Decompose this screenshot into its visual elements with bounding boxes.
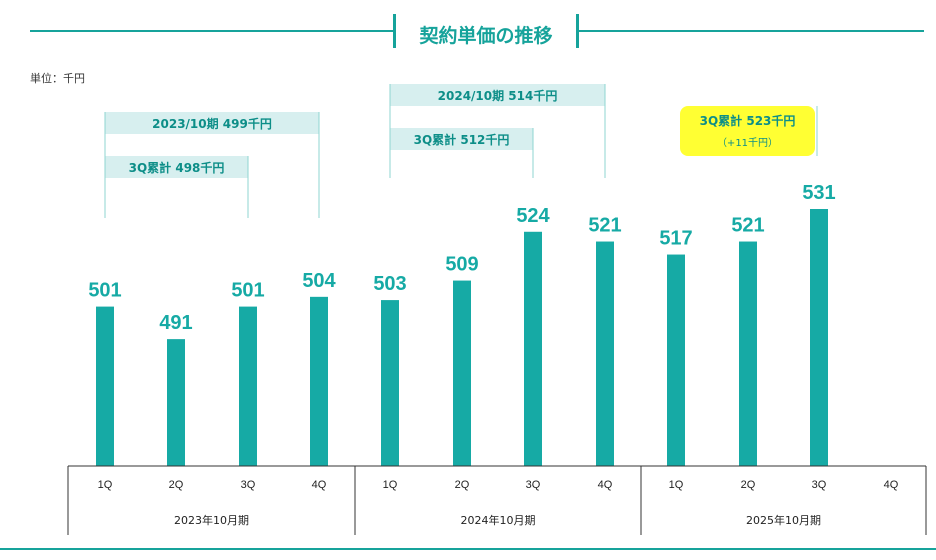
- group-label-1: 2023年10月期: [174, 513, 249, 527]
- value-label-1: 501: [88, 280, 121, 302]
- tick-label-1: 1Q: [98, 479, 113, 491]
- tick-label-11: 3Q: [812, 479, 827, 491]
- annotation-label-1: 2023/10期 499千円: [152, 116, 272, 131]
- value-label-11: 531: [802, 182, 835, 204]
- title-bracket-left: [393, 14, 396, 48]
- tick-label-4: 4Q: [312, 479, 327, 491]
- value-label-6: 509: [445, 254, 478, 276]
- annotation-sublabel-5: （+11千円）: [717, 137, 778, 149]
- chart-title: 契約単価の推移: [419, 25, 553, 47]
- annotation-label-2: 3Q累計 498千円: [129, 160, 225, 175]
- tick-label-10: 2Q: [741, 479, 756, 491]
- tick-label-3: 3Q: [241, 479, 256, 491]
- tick-label-7: 3Q: [526, 479, 541, 491]
- annotation-box-4: [390, 128, 533, 150]
- bar-7: [524, 231, 542, 466]
- tick-label-12: 4Q: [884, 479, 899, 491]
- value-label-9: 517: [659, 228, 692, 250]
- highlight-marker-5: [680, 106, 815, 156]
- group-label-2: 2024年10月期: [461, 513, 536, 527]
- title-block: 契約単価の推移: [393, 14, 579, 48]
- title-rule-right: [579, 30, 924, 32]
- bar-9: [667, 254, 685, 466]
- bar-8: [596, 241, 614, 466]
- tick-label-2: 2Q: [169, 479, 184, 491]
- bar-1: [96, 306, 114, 466]
- annotation-label-4: 3Q累計 512千円: [414, 132, 510, 147]
- value-label-8: 521: [588, 215, 621, 237]
- annotation-label-3: 2024/10期 514千円: [438, 88, 558, 103]
- group-label-3: 2025年10月期: [746, 513, 821, 527]
- bar-11: [810, 209, 828, 466]
- annotation-label-5: 3Q累計 523千円: [700, 113, 796, 128]
- bar-2: [167, 339, 185, 466]
- value-label-5: 503: [373, 273, 406, 295]
- tick-label-9: 1Q: [669, 479, 684, 491]
- title-bracket-right: [576, 14, 579, 48]
- value-label-10: 521: [731, 215, 764, 237]
- title-rule-left: [30, 30, 393, 32]
- tick-label-8: 4Q: [598, 479, 613, 491]
- unit-label: 単位：千円: [30, 72, 85, 85]
- bar-5: [381, 300, 399, 466]
- tick-label-5: 1Q: [383, 479, 398, 491]
- value-label-4: 504: [302, 270, 336, 292]
- value-label-7: 524: [516, 205, 550, 227]
- annotation-box-3: [390, 84, 605, 106]
- value-label-3: 501: [231, 280, 264, 302]
- annotation-box-1: [105, 112, 319, 134]
- annotation-box-2: [105, 156, 248, 178]
- bar-3: [239, 306, 257, 466]
- tick-label-6: 2Q: [455, 479, 470, 491]
- bar-6: [453, 280, 471, 466]
- value-label-2: 491: [159, 312, 192, 334]
- bar-4: [310, 296, 328, 466]
- bar-10: [739, 241, 757, 466]
